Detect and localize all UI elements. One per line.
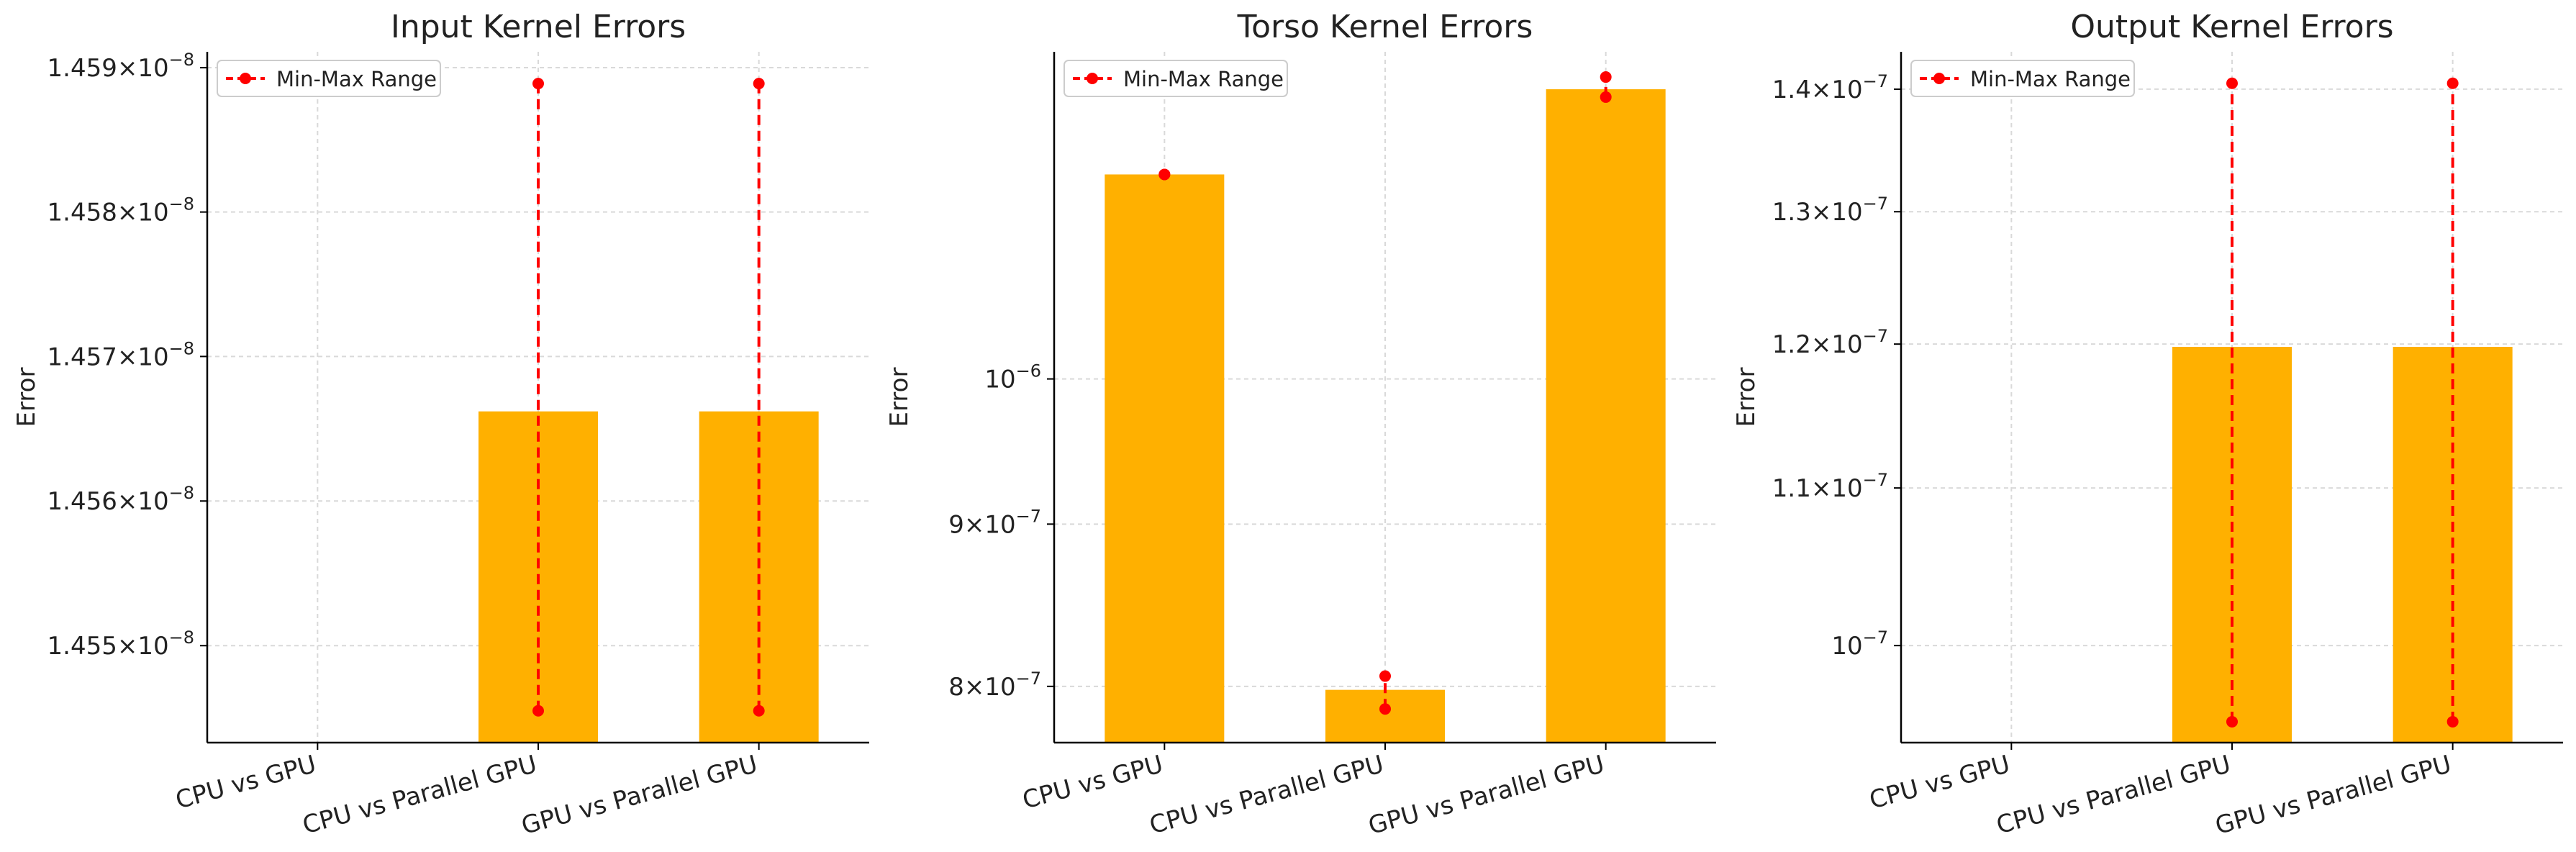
- y-axis-label: Error: [12, 368, 41, 427]
- chart-title: Torso Kernel Errors: [1237, 9, 1533, 45]
- chart-title: Output Kernel Errors: [2070, 9, 2393, 45]
- x-tick-label: GPU vs Parallel GPU: [1366, 750, 1607, 840]
- legend-label: Min-Max Range: [1970, 67, 2131, 91]
- range-min-marker: [1379, 703, 1391, 715]
- legend-box: [217, 60, 441, 97]
- range-min-marker: [2226, 715, 2238, 728]
- legend-box: [1910, 60, 2135, 97]
- range-min-marker: [532, 704, 544, 717]
- range-max-marker: [1379, 670, 1391, 682]
- y-tick-label: 1.456×10−8: [47, 483, 194, 516]
- bar: [1546, 89, 1666, 743]
- legend-marker: [240, 73, 251, 84]
- legend: Min-Max Range: [1063, 60, 1288, 97]
- range-max-marker: [1600, 71, 1612, 83]
- y-axis-label: Error: [885, 368, 914, 427]
- range-max-marker: [2446, 77, 2459, 89]
- y-tick-label: 10−7: [1831, 627, 1888, 661]
- range-max-marker: [753, 78, 765, 90]
- y-tick-label: 1.2×10−7: [1772, 326, 1888, 359]
- y-tick-label: 1.458×10−8: [47, 194, 194, 227]
- chart-title: Input Kernel Errors: [391, 9, 686, 45]
- x-tick-label: CPU vs GPU: [173, 750, 319, 815]
- x-tick-label: GPU vs Parallel GPU: [519, 750, 761, 840]
- legend-marker: [1087, 73, 1098, 84]
- y-tick-label: 1.457×10−8: [47, 338, 194, 371]
- x-tick-label: CPU vs GPU: [1867, 750, 2013, 815]
- x-tick-label: CPU vs Parallel GPU: [299, 750, 540, 840]
- y-tick-label: 1.459×10−8: [47, 50, 194, 83]
- x-tick-label: GPU vs Parallel GPU: [2213, 750, 2454, 840]
- bar: [1325, 689, 1445, 743]
- legend-label: Min-Max Range: [276, 67, 437, 91]
- range-min-marker: [1600, 91, 1612, 103]
- y-tick-label: 1.455×10−8: [47, 627, 194, 661]
- y-tick-label: 1.1×10−7: [1772, 470, 1888, 503]
- bar: [1105, 174, 1225, 743]
- chart-panel-3: 10−7 1.1×10−7 1.2×10−7 1.3×10−7 1.4×10−7 CPU …: [1732, 9, 2563, 840]
- y-tick-label: 10−6: [984, 361, 1041, 394]
- legend-box: [1063, 60, 1288, 97]
- chart-panel-1: 1.455×10−8 1.456×10−8 1.457×10−8 1.458×10−8…: [12, 9, 869, 840]
- x-tick-label: CPU vs GPU: [1020, 750, 1166, 815]
- range-max-marker: [1158, 168, 1171, 181]
- x-tick-label: CPU vs Parallel GPU: [1146, 750, 1387, 840]
- legend: Min-Max Range: [1910, 60, 2135, 97]
- legend-marker: [1933, 73, 1945, 84]
- y-axis-label: Error: [1732, 368, 1761, 427]
- x-tick-label: CPU vs Parallel GPU: [1993, 750, 2233, 840]
- y-tick-label: 1.3×10−7: [1772, 194, 1888, 227]
- y-tick-label: 8×10−7: [948, 669, 1041, 702]
- range-min-marker: [2446, 715, 2459, 728]
- y-tick-label: 9×10−7: [948, 506, 1041, 539]
- range-max-marker: [532, 78, 544, 90]
- y-tick-label: 1.4×10−7: [1772, 71, 1888, 104]
- range-max-marker: [2226, 77, 2238, 89]
- legend: Min-Max Range: [217, 60, 441, 97]
- range-min-marker: [753, 704, 765, 717]
- legend-label: Min-Max Range: [1123, 67, 1284, 91]
